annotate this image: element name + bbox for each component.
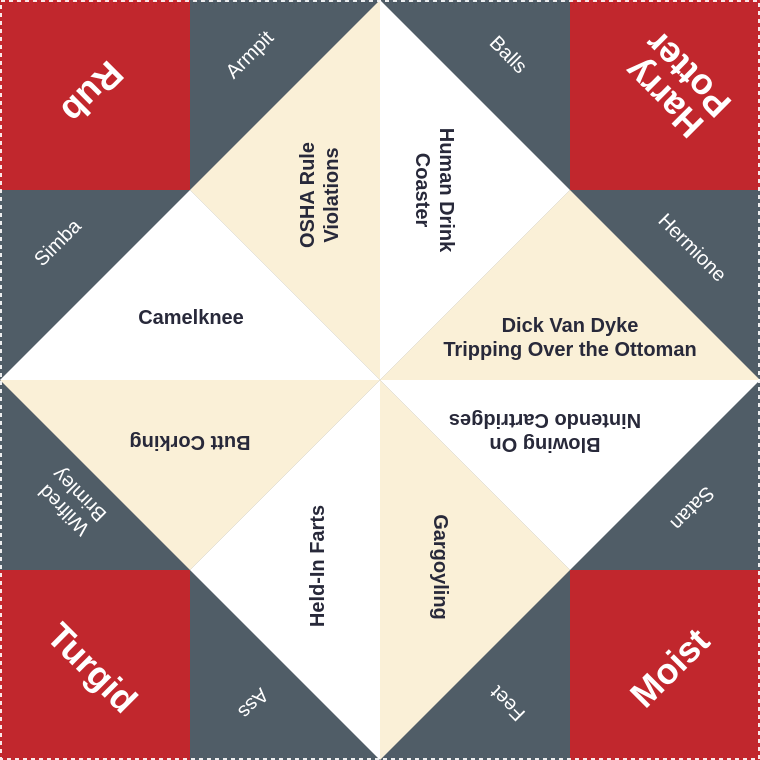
corner-panel-top-right[interactable] — [570, 0, 760, 190]
inner-label-top-right: Human Drink Coaster — [411, 127, 457, 253]
corner-panel-bottom-left[interactable] — [0, 570, 190, 760]
inner-flap-bottom-left[interactable] — [190, 380, 380, 760]
inner-label-bottom-right: Gargoyling — [429, 514, 451, 620]
corner-panel-top-left[interactable] — [0, 0, 190, 190]
inner-flap-top-right[interactable] — [380, 0, 570, 380]
inner-label-left-bottom: Butt Corking — [129, 431, 251, 453]
inner-flap-left-bottom[interactable] — [0, 380, 380, 570]
inner-flap-left-top[interactable] — [0, 190, 380, 380]
inner-label-right-top: Dick Van Dyke Tripping Over the Ottoman — [443, 315, 697, 361]
corner-panel-bottom-right[interactable] — [570, 570, 760, 760]
inner-flap-top-left[interactable] — [190, 0, 380, 380]
inner-label-bottom-left: Held-In Farts — [307, 504, 329, 628]
inner-flap-right-top[interactable] — [380, 190, 760, 380]
inner-flap-right-bottom[interactable] — [380, 380, 760, 570]
inner-label-right-bottom: Blowing On Nintendo Cartridges — [448, 409, 642, 455]
inner-label-left-top: Camelknee — [138, 307, 244, 329]
inner-label-top-left: OSHA Rule Violations — [297, 142, 343, 248]
inner-flap-bottom-right[interactable] — [380, 380, 570, 760]
